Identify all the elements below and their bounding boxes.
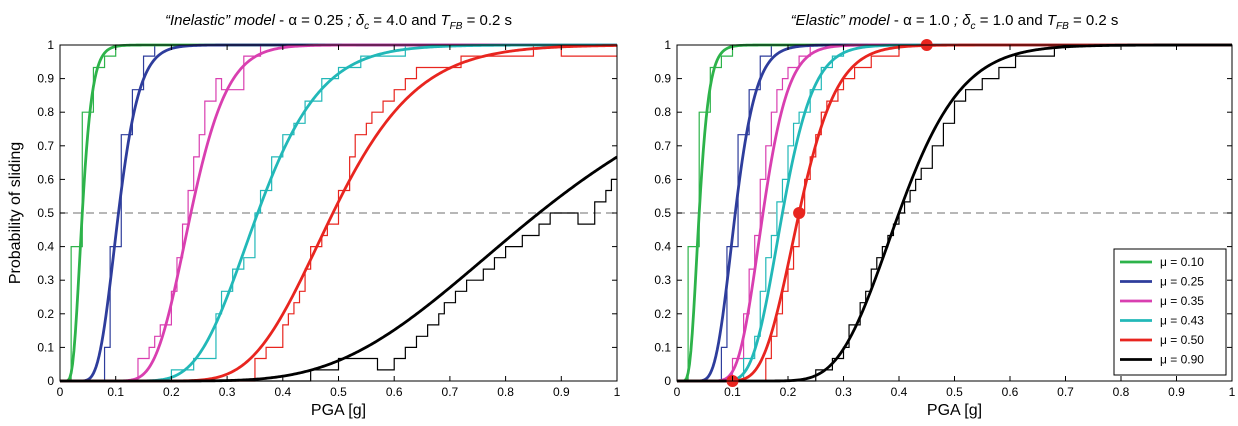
empirical-step-5 — [60, 178, 617, 382]
chart-title: “Elastic” model - α = 1.0 ; δc = 1.0 and… — [791, 12, 1119, 32]
data-marker-1 — [793, 207, 806, 219]
y-tick-label: 0.3 — [654, 273, 671, 287]
title-delta-sub: c — [364, 21, 369, 32]
x-tick-label: 0.8 — [1113, 385, 1130, 399]
legend-label-0: μ = 0.10 — [1160, 255, 1204, 269]
y-tick-label: 0.8 — [37, 105, 54, 119]
y-tick-label: 0 — [664, 374, 671, 388]
x-tick-label: 0.4 — [891, 385, 908, 399]
y-tick-label: 1 — [47, 38, 54, 52]
title-tfb-value: = 0.2 s — [462, 12, 512, 29]
y-tick-label: 0.7 — [654, 139, 671, 153]
y-tick-label: 0.6 — [37, 172, 54, 186]
legend-label-2: μ = 0.35 — [1160, 294, 1204, 308]
title-alpha: - α = 0.25 — [279, 12, 347, 29]
x-tick-label: 0.2 — [780, 385, 797, 399]
title-model: “Elastic” model — [791, 12, 894, 29]
title-tfb-sub: FB — [450, 21, 463, 32]
y-tick-label: 0.5 — [37, 206, 54, 220]
x-tick-label: 0.9 — [553, 385, 570, 399]
x-tick-label: 1 — [614, 385, 621, 399]
legend-label-5: μ = 0.90 — [1160, 353, 1204, 367]
x-tick-label: 0.9 — [1168, 385, 1185, 399]
legend-box — [1113, 248, 1227, 376]
title-delta: ; δ — [347, 12, 364, 29]
x-tick-label: 0.1 — [107, 385, 124, 399]
y-tick-label: 0.6 — [654, 172, 671, 186]
y-tick-label: 0.9 — [654, 72, 671, 86]
y-tick-label: 0.1 — [37, 340, 54, 354]
x-tick-label: 0.3 — [835, 385, 852, 399]
title-delta-sub: c — [971, 21, 976, 32]
title-tfb-sub: FB — [1056, 21, 1069, 32]
y-tick-label: 0.3 — [37, 273, 54, 287]
legend-label-1: μ = 0.25 — [1160, 275, 1204, 289]
y-axis-label: Probability of sliding — [7, 142, 24, 284]
chart-inelastic-model: “Inelastic” model - α = 0.25 ; δc = 4.0 … — [7, 12, 621, 419]
y-tick-label: 0 — [47, 374, 54, 388]
legend-label-3: μ = 0.43 — [1160, 314, 1204, 328]
chart-title: “Inelastic” model - α = 0.25 ; δc = 4.0 … — [165, 12, 512, 32]
title-alpha: - α = 1.0 — [894, 12, 954, 29]
x-tick-label: 0.8 — [497, 385, 514, 399]
title-tfb-value: = 0.2 s — [1069, 12, 1119, 29]
x-tick-label: 1 — [1229, 385, 1236, 399]
y-tick-label: 0.4 — [654, 240, 671, 254]
y-tick-label: 0.1 — [654, 340, 671, 354]
empirical-step-5 — [677, 44, 1121, 382]
title-delta-value: = 1.0 and — [976, 12, 1047, 29]
x-axis-label: PGA [g] — [927, 402, 982, 419]
y-tick-label: 0.2 — [654, 307, 671, 321]
title-delta: ; δ — [954, 12, 971, 29]
x-axis-label: PGA [g] — [311, 402, 366, 419]
legend: μ = 0.10 μ = 0.25 μ = 0.35 μ = 0.43 μ = 0.50… — [1113, 248, 1227, 376]
y-tick-label: 1 — [664, 38, 671, 52]
y-tick-label: 0.2 — [37, 307, 54, 321]
title-model: “Inelastic” model — [165, 12, 279, 29]
empirical-step-1 — [60, 44, 172, 382]
x-tick-label: 0.5 — [330, 385, 347, 399]
x-tick-label: 0 — [674, 385, 681, 399]
y-tick-label: 0.7 — [37, 139, 54, 153]
x-tick-label: 0.7 — [1057, 385, 1074, 399]
y-tick-label: 0.4 — [37, 240, 54, 254]
title-tfb: T — [1047, 12, 1058, 29]
title-delta-value: = 4.0 and — [369, 12, 440, 29]
y-tick-label: 0.5 — [654, 206, 671, 220]
x-tick-label: 0.4 — [274, 385, 291, 399]
empirical-step-1 — [677, 44, 788, 382]
x-tick-label: 0.5 — [946, 385, 963, 399]
title-tfb: T — [440, 12, 451, 29]
x-tick-label: 0.2 — [163, 385, 180, 399]
x-tick-label: 0.6 — [1002, 385, 1019, 399]
legend-label-4: μ = 0.50 — [1160, 333, 1204, 347]
x-tick-label: 0.3 — [219, 385, 236, 399]
y-tick-label: 0.8 — [654, 105, 671, 119]
y-tick-label: 0.9 — [37, 72, 54, 86]
x-tick-label: 0.6 — [386, 385, 403, 399]
empirical-step-2 — [60, 44, 311, 382]
x-tick-label: 0.7 — [442, 385, 459, 399]
x-tick-label: 0 — [57, 385, 64, 399]
x-tick-label: 0.1 — [724, 385, 741, 399]
chart-elastic-model: “Elastic” model - α = 1.0 ; δc = 1.0 and… — [654, 12, 1235, 419]
